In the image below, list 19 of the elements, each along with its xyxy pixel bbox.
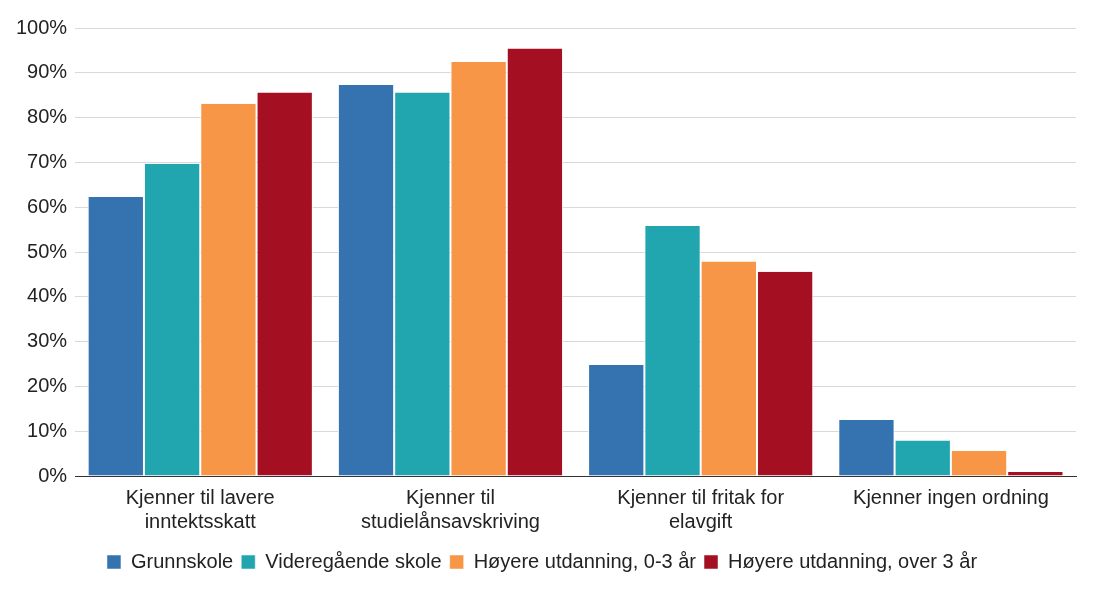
y-tick-label: 70%: [27, 149, 68, 172]
y-tick-label: 30%: [27, 329, 68, 352]
y-tick-label: 20%: [27, 373, 68, 396]
x-tick-label: Kjenner til fritak for elavgift: [617, 485, 785, 532]
x-tick-label: Kjenner ingen ordning: [853, 485, 1049, 508]
legend-label: Høyere utdanning, 0-3 år: [473, 549, 697, 572]
y-tick-label: 50%: [27, 239, 68, 262]
y-tick-label: 60%: [27, 194, 68, 217]
y-tick-label: 10%: [27, 418, 68, 441]
x-tick-label: Kjenner til studielånsavskriving: [360, 485, 540, 532]
y-tick-label: 40%: [27, 284, 68, 307]
legend-label: Videregående skole: [265, 549, 442, 572]
legend-label: Grunnskole: [130, 549, 234, 572]
y-tick-label: 100%: [16, 15, 68, 38]
y-tick-label: 0%: [38, 463, 68, 486]
y-tick-label: 90%: [27, 60, 68, 83]
x-tick-label: Kjenner til lavere inntektsskatt: [125, 485, 275, 532]
legend-label: Høyere utdanning, over 3 år: [728, 549, 978, 572]
y-tick-label: 80%: [27, 105, 68, 128]
